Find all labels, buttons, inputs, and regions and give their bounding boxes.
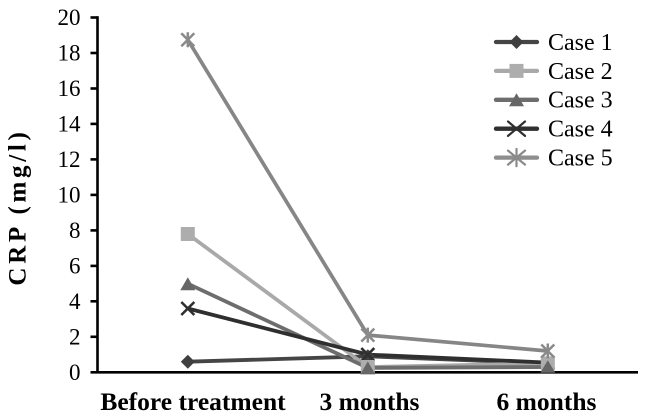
svg-text:Before treatment: Before treatment [100,387,286,416]
svg-text:6 months: 6 months [497,387,597,416]
svg-text:Case 3: Case 3 [548,88,613,114]
svg-text:10: 10 [58,183,81,208]
svg-text:Case 2: Case 2 [548,59,613,85]
svg-text:Case 5: Case 5 [548,146,613,172]
svg-text:2: 2 [69,324,81,349]
svg-text:6: 6 [69,254,81,279]
svg-text:16: 16 [58,76,81,101]
svg-text:8: 8 [69,218,81,243]
svg-text:14: 14 [58,112,82,137]
svg-text:20: 20 [58,5,81,30]
svg-text:3 months: 3 months [320,387,420,416]
svg-text:Case 4: Case 4 [548,117,613,143]
svg-text:Case 1: Case 1 [548,30,613,56]
svg-text:12: 12 [58,147,81,172]
svg-text:CRP (mg/l): CRP (mg/l) [5,128,32,285]
svg-text:18: 18 [58,41,81,66]
svg-text:4: 4 [69,289,81,314]
svg-text:0: 0 [69,360,81,385]
